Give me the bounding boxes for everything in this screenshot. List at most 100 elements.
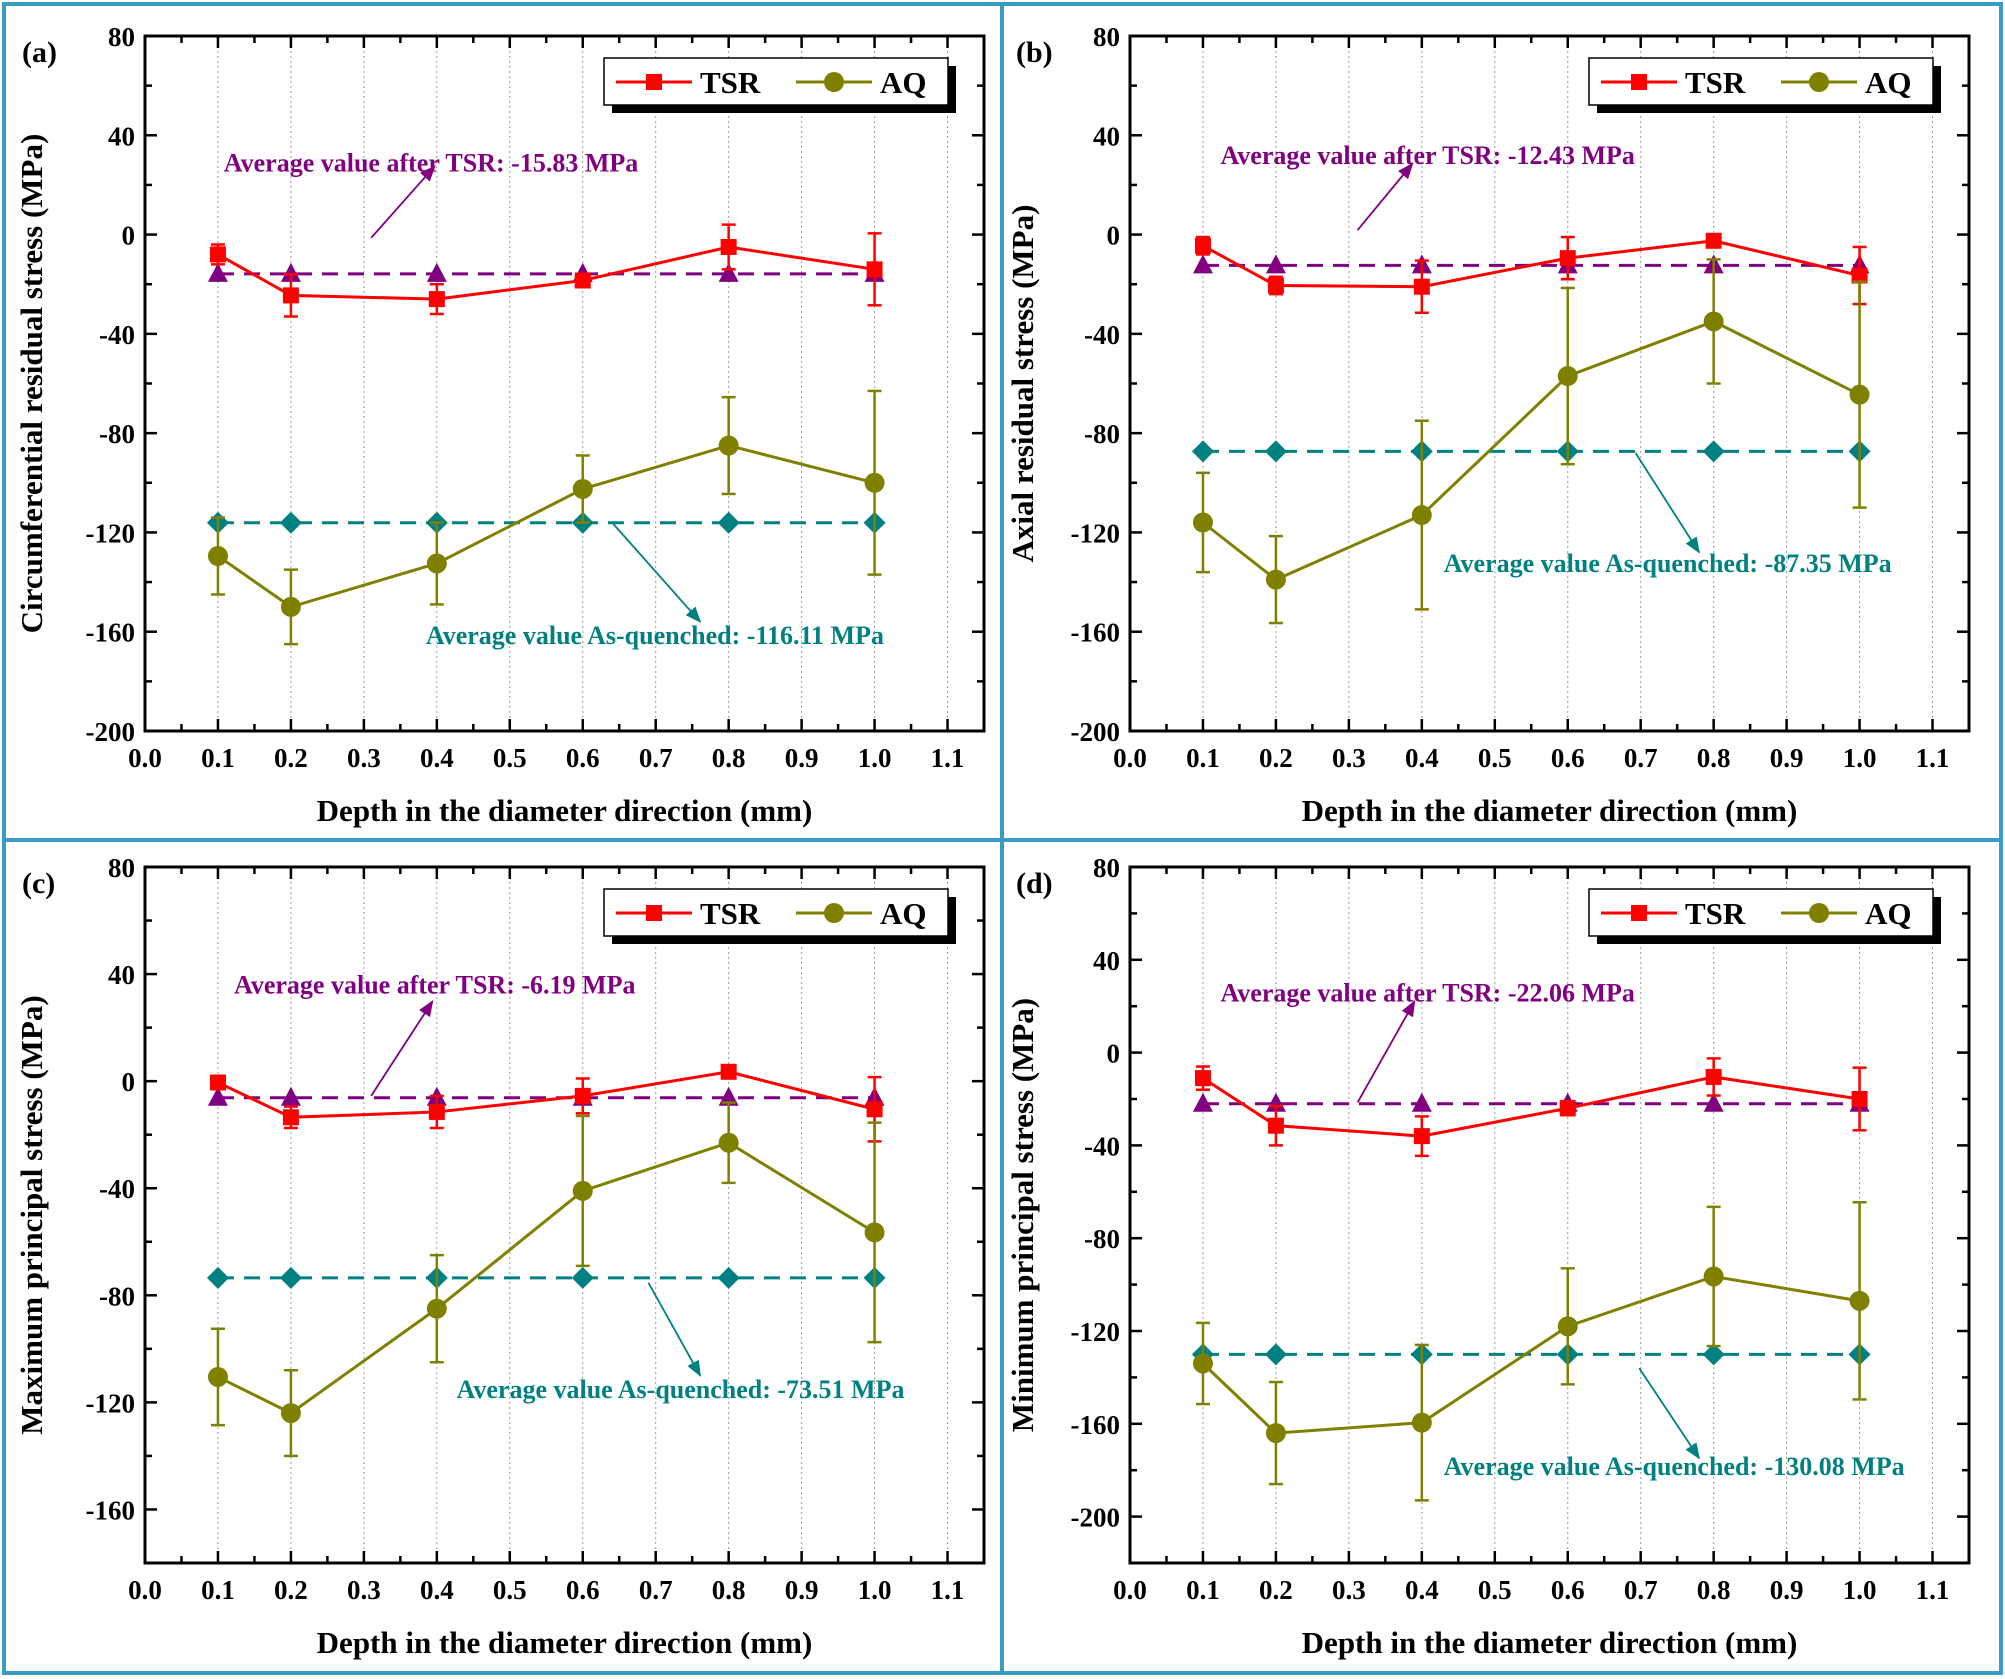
average-annotation: Average value after TSR: -12.43 MPa (1220, 141, 1634, 170)
plot-border (1128, 865, 1971, 1565)
y-tick-label: 0 (122, 221, 136, 251)
y-tick-label: -160 (86, 618, 136, 648)
data-point-circle (1703, 311, 1724, 332)
data-point-square (720, 238, 737, 255)
data-point-square (1559, 250, 1576, 267)
legend-label-tsr: TSR (1685, 896, 1746, 931)
triangle-marker (718, 1086, 739, 1106)
legend-marker-aq (1809, 903, 1829, 923)
legend-marker-tsr (1631, 905, 1647, 921)
legend-label-aq: AQ (1865, 896, 1912, 931)
y-tick-label: -80 (99, 1281, 135, 1311)
diamond-marker (279, 1266, 302, 1289)
triangle-marker (1265, 254, 1286, 274)
series-line-tsr (1202, 239, 1860, 289)
y-tick-label: -40 (99, 1174, 135, 1204)
diamond-marker (1264, 1343, 1287, 1366)
x-tick-label: 0.5 (1478, 1575, 1512, 1605)
data-point-square (209, 246, 226, 263)
series-line-tsr (217, 245, 875, 301)
legend-label-aq: AQ (1865, 65, 1912, 100)
legend-label-aq: AQ (880, 896, 927, 931)
y-tick-label: -160 (86, 1495, 136, 1525)
data-point-circle (1557, 366, 1578, 387)
x-tick-label: 0.1 (201, 1575, 235, 1605)
x-tick-label: 0.9 (1770, 1575, 1804, 1605)
x-tick-label: 0.4 (420, 743, 454, 773)
data-point-circle (1411, 1412, 1432, 1433)
x-tick-label: 1.1 (931, 743, 965, 773)
data-point-square (428, 291, 445, 308)
y-tick-label: 80 (1093, 22, 1120, 52)
x-tick-label: 1.1 (1916, 743, 1950, 773)
x-tick-label: 1.0 (1843, 1575, 1877, 1605)
y-tick-label: -80 (99, 419, 135, 449)
y-tick-label: -120 (1071, 518, 1121, 548)
diamond-marker (717, 1266, 740, 1289)
triangle-marker (1703, 1092, 1724, 1112)
triangle-marker (1411, 1092, 1432, 1112)
annotation-arrow (1356, 999, 1416, 1103)
data-point-square (1267, 277, 1284, 294)
data-point-square (209, 1074, 226, 1091)
x-tick-label: 0.2 (1259, 743, 1293, 773)
data-point-circle (1265, 1423, 1286, 1444)
triangle-marker (280, 262, 301, 282)
x-tick-label: 0.9 (785, 1575, 819, 1605)
panel-label: (d) (1016, 867, 1053, 900)
legend-marker-tsr (646, 905, 662, 921)
x-tick-label: 0.9 (785, 743, 819, 773)
y-tick-label: -200 (1071, 717, 1121, 747)
legend-marker-tsr (646, 74, 662, 90)
y-tick-label: -120 (86, 1388, 136, 1418)
x-tick-label: 0.4 (420, 1575, 454, 1605)
y-axis-title: Minimum principal stress (MPa) (1005, 998, 1040, 1432)
x-tick-label: 1.1 (931, 1575, 965, 1605)
panel-label: (c) (22, 867, 55, 900)
x-tick-label: 0.2 (274, 1575, 308, 1605)
legend: TSR AQ (1588, 888, 1941, 944)
data-point-circle (1703, 1266, 1724, 1287)
data-point-square (866, 1101, 883, 1118)
x-tick-label: 0.0 (128, 1575, 162, 1605)
diamond-marker (1191, 440, 1214, 463)
y-tick-label: -160 (1071, 1410, 1121, 1440)
legend: TSR AQ (1588, 57, 1941, 113)
x-tick-label: 0.0 (1113, 743, 1147, 773)
series-line-aq (1202, 319, 1861, 582)
average-annotation: Average value after TSR: -15.83 MPa (224, 149, 638, 178)
data-point-square (574, 1087, 591, 1104)
data-point-circle (1849, 384, 1870, 405)
data-point-square (1559, 1100, 1576, 1117)
x-tick-label: 0.5 (493, 1575, 527, 1605)
data-point-circle (864, 472, 885, 493)
data-point-circle (864, 1222, 885, 1243)
diamond-marker (1264, 440, 1287, 463)
x-tick-label: 0.5 (493, 743, 527, 773)
legend: TSR AQ (603, 57, 956, 113)
data-point-square (866, 261, 883, 278)
data-point-square (574, 272, 591, 289)
x-tick-label: 0.3 (347, 1575, 381, 1605)
data-point-square (1705, 232, 1722, 249)
data-point-square (1705, 1068, 1722, 1085)
series-line-aq (217, 443, 875, 609)
series-line-aq (1201, 1274, 1860, 1435)
average-annotation: Average value As-quenched: -130.08 MPa (1444, 1452, 1905, 1481)
annotation-arrow (1634, 452, 1700, 554)
y-tick-label: -120 (1071, 1317, 1121, 1347)
diamond-marker (571, 1266, 594, 1289)
data-point-circle (572, 1180, 593, 1201)
legend-label-tsr: TSR (1685, 65, 1746, 100)
data-point-circle (207, 1366, 228, 1387)
data-point-circle (1192, 512, 1213, 533)
average-annotation: Average value after TSR: -6.19 MPa (234, 971, 635, 1000)
x-tick-label: 0.4 (1405, 1575, 1439, 1605)
x-tick-label: 0.1 (1186, 1575, 1220, 1605)
annotation-arrow (370, 1000, 434, 1097)
x-tick-label: 0.6 (1551, 743, 1585, 773)
legend-marker-aq (824, 903, 844, 923)
legend-marker-aq (824, 72, 844, 92)
panel-label: (b) (1016, 36, 1053, 69)
chart-panel-a: (a) 0.0 0.1 0.2 0.3 0.4 0.5 0.6 0.7 0.8 0.9 1.0 1.1 8… (14, 22, 986, 828)
